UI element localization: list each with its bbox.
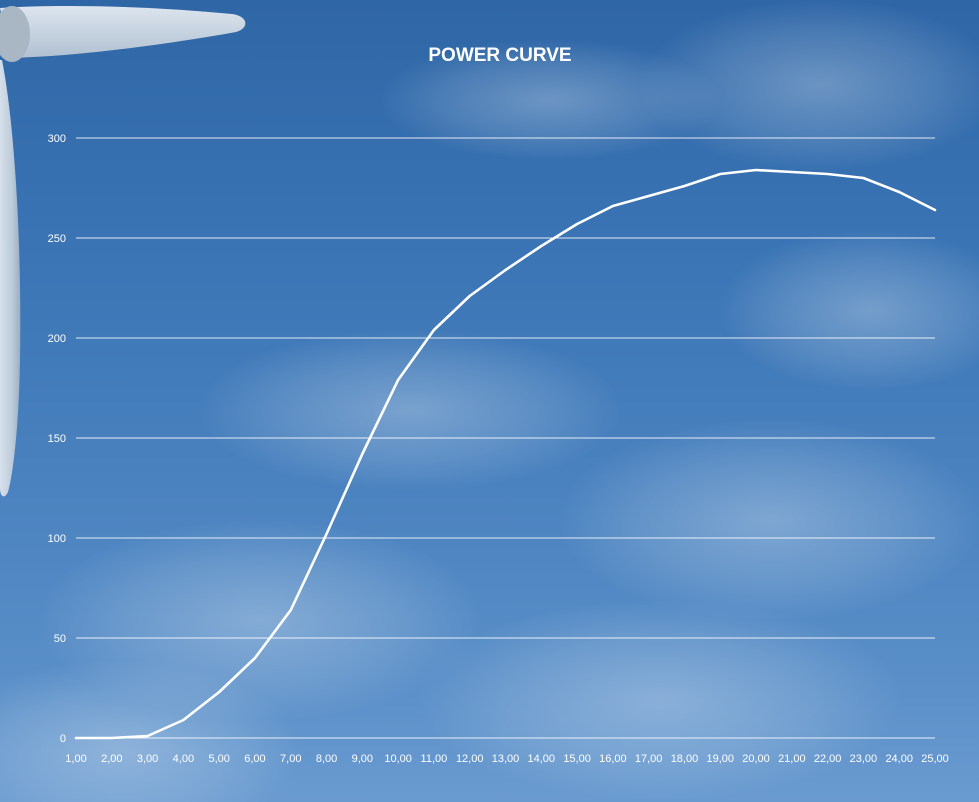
- x-tick-label: 13,00: [492, 753, 520, 765]
- power-curve-line: [74, 168, 937, 740]
- y-tick-label: 150: [48, 433, 66, 445]
- background-cloud: [200, 330, 620, 490]
- x-tick-label: 21,00: [778, 753, 806, 765]
- background-cloud: [380, 40, 720, 160]
- background-cloud: [40, 520, 480, 720]
- x-tick-label: 24,00: [885, 753, 913, 765]
- y-tick-label: 250: [48, 233, 66, 245]
- x-tick-label: 20,00: [742, 753, 770, 765]
- background-cloud: [720, 230, 979, 390]
- x-tick-label: 10,00: [384, 753, 412, 765]
- x-tick-label: 14,00: [528, 753, 556, 765]
- x-tick-label: 18,00: [671, 753, 699, 765]
- chart-title: POWER CURVE: [428, 45, 571, 66]
- x-tick-label: 2,00: [101, 753, 122, 765]
- y-tick-label: 300: [48, 133, 66, 145]
- x-tick-label: 7,00: [280, 753, 301, 765]
- y-tick-label: 100: [48, 533, 66, 545]
- background-cloud: [640, 0, 979, 170]
- x-tick-label: 4,00: [173, 753, 194, 765]
- background-cloud: [560, 420, 979, 620]
- gridlines: [76, 137, 935, 739]
- x-tick-label: 15,00: [563, 753, 591, 765]
- y-tick-label: 50: [54, 633, 66, 645]
- x-tick-label: 19,00: [706, 753, 734, 765]
- wind-turbine-image: [0, 6, 246, 497]
- y-tick-label: 0: [60, 733, 66, 745]
- x-tick-label: 8,00: [316, 753, 337, 765]
- y-tick-label: 200: [48, 333, 66, 345]
- x-tick-label: 1,00: [65, 753, 86, 765]
- x-tick-label: 12,00: [456, 753, 484, 765]
- y-axis-tick-labels: 0 50 100 150 200 250 300: [48, 133, 66, 745]
- x-tick-label: 16,00: [599, 753, 627, 765]
- x-tick-label: 25,00: [921, 753, 949, 765]
- x-tick-label: 11,00: [421, 753, 448, 765]
- x-tick-label: 22,00: [814, 753, 842, 765]
- x-tick-label: 17,00: [635, 753, 663, 765]
- x-tick-label: 5,00: [208, 753, 229, 765]
- background-cloud: [420, 600, 900, 800]
- x-tick-label: 9,00: [352, 753, 373, 765]
- x-tick-label: 6,00: [244, 753, 265, 765]
- x-tick-label: 3,00: [137, 753, 158, 765]
- x-tick-label: 23,00: [850, 753, 878, 765]
- series: [74, 168, 937, 740]
- x-axis-tick-labels: 1,00 2,00 3,00 4,00 5,00 6,00 7,00 8,00 9,00 10,0…: [65, 753, 948, 765]
